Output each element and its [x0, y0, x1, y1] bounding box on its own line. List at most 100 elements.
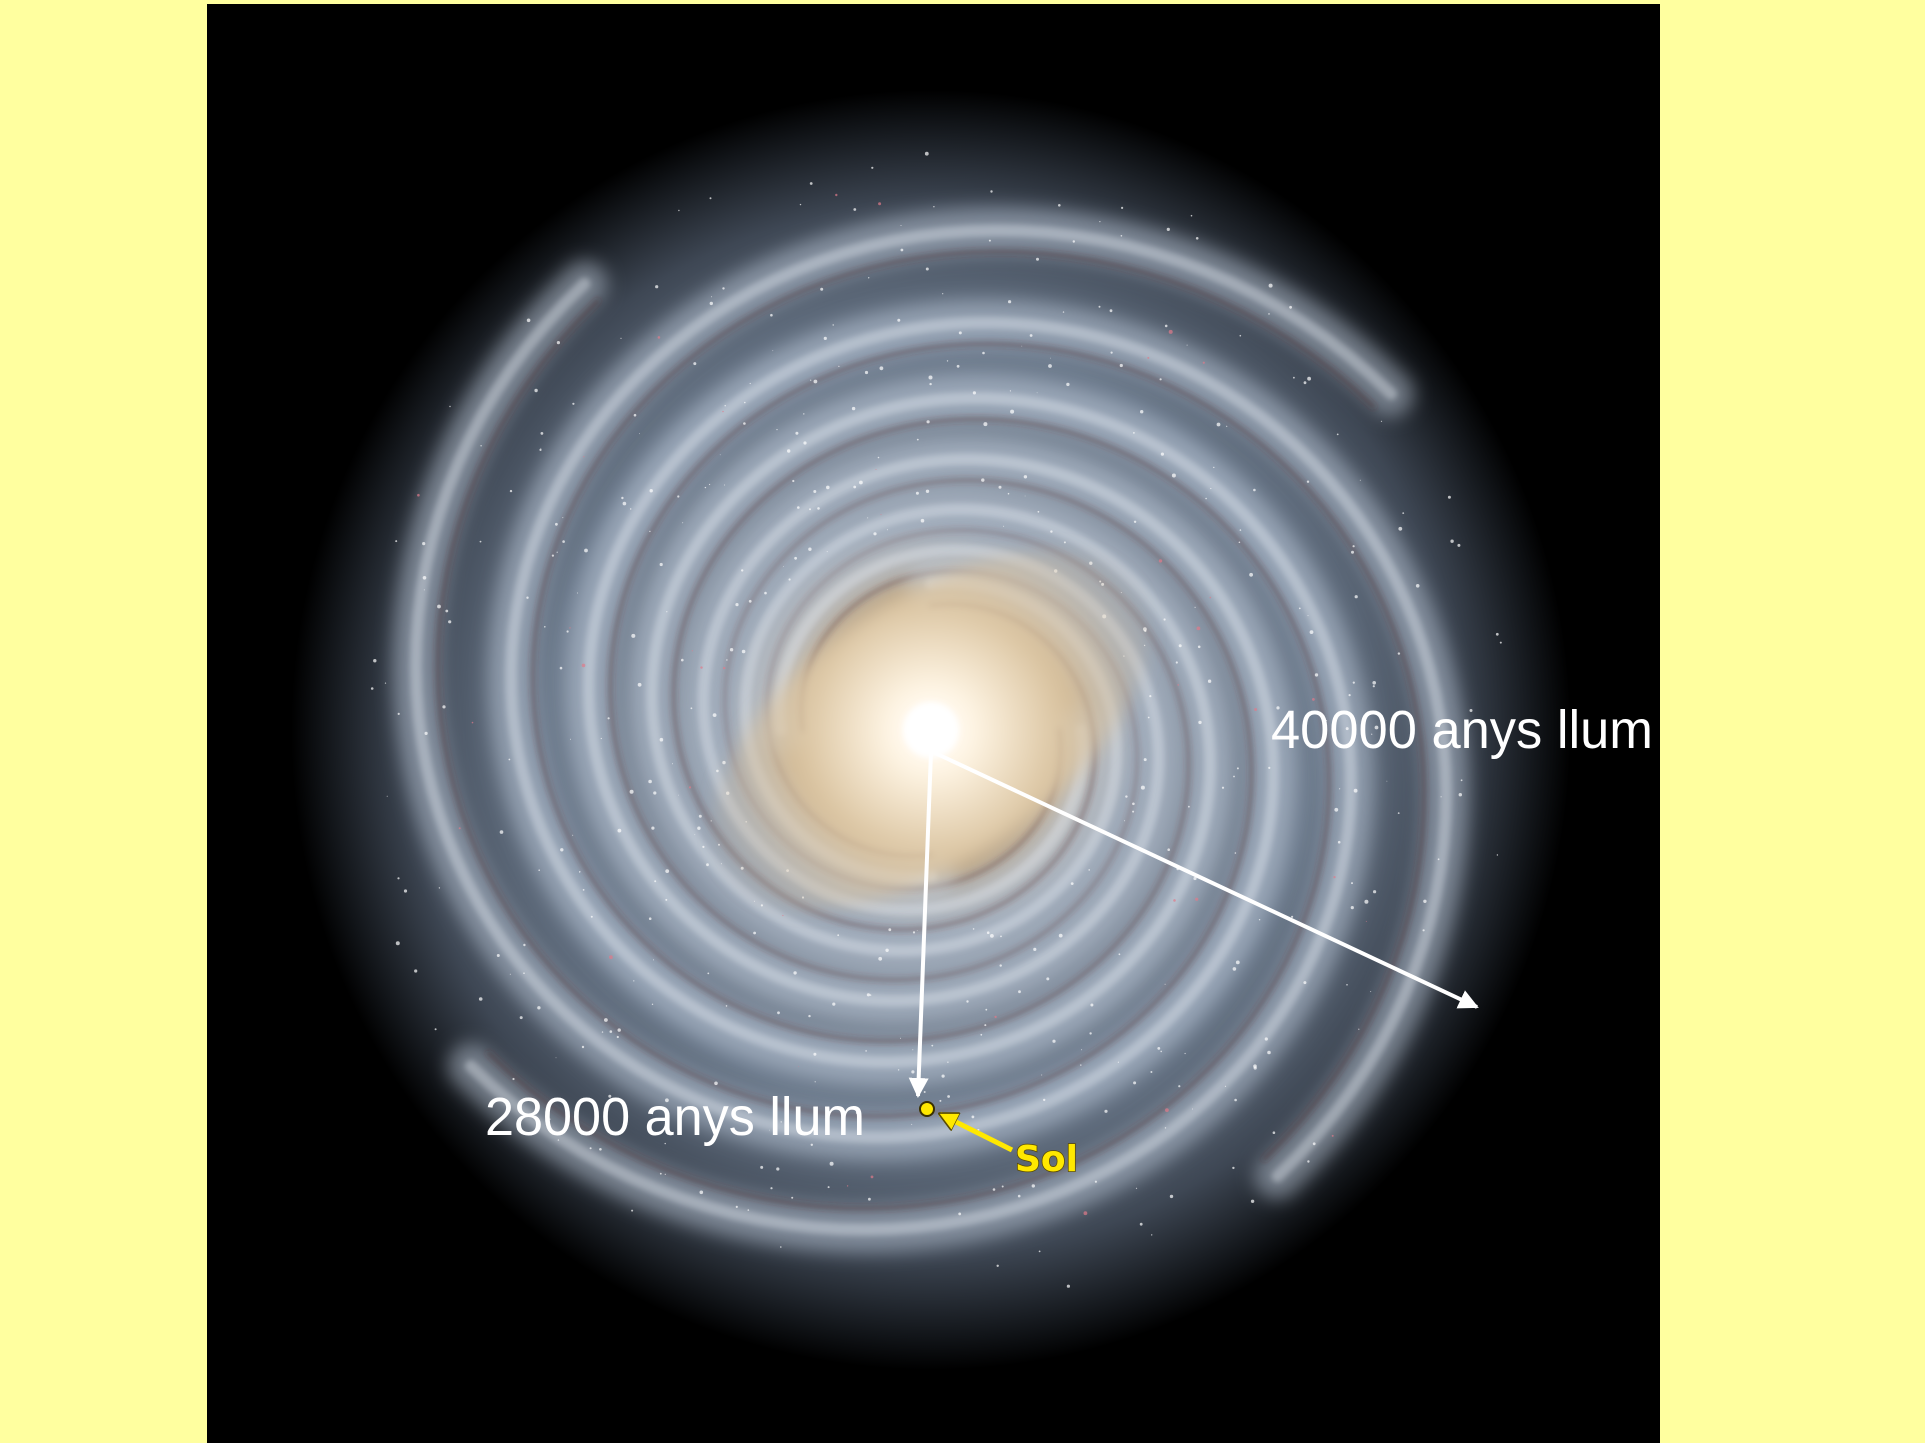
star [1254, 1066, 1257, 1069]
star [1398, 652, 1400, 654]
star [665, 899, 667, 901]
star [798, 1066, 799, 1067]
star [901, 249, 904, 252]
star [1170, 1195, 1173, 1198]
star [867, 517, 868, 518]
star [538, 869, 540, 871]
star [653, 791, 656, 794]
star [852, 407, 855, 410]
star [459, 827, 461, 829]
star [660, 1173, 662, 1175]
star [651, 827, 654, 830]
star [1018, 990, 1021, 993]
star [1167, 848, 1170, 851]
star [1497, 854, 1498, 855]
star [414, 969, 417, 972]
star [1360, 480, 1361, 481]
star [618, 1028, 621, 1031]
star [792, 480, 794, 482]
star [820, 288, 823, 291]
star [716, 770, 719, 773]
star [534, 389, 537, 392]
star [692, 650, 693, 651]
star [885, 949, 888, 952]
star [1030, 334, 1033, 337]
star [748, 1209, 750, 1211]
star [917, 930, 918, 931]
star [736, 1206, 738, 1208]
star [901, 225, 902, 226]
star [830, 1162, 834, 1166]
star [650, 489, 653, 492]
slide: 40000 anys llum 28000 anys llum Sol [0, 0, 1925, 1443]
star [697, 827, 700, 830]
star [435, 1028, 437, 1030]
star [582, 664, 586, 668]
star [1134, 521, 1136, 523]
star [760, 1166, 763, 1169]
star [912, 1049, 913, 1050]
star [1125, 795, 1127, 797]
star [897, 319, 900, 322]
star [1195, 607, 1196, 608]
star [1064, 541, 1066, 543]
star [649, 917, 652, 920]
star [832, 1003, 835, 1006]
star [1025, 496, 1026, 497]
star [1217, 423, 1221, 427]
star [770, 1187, 772, 1189]
star [1253, 489, 1256, 492]
star [660, 563, 663, 566]
star [1046, 977, 1049, 980]
star [1339, 788, 1340, 789]
star [878, 457, 880, 459]
star [724, 485, 725, 486]
star [510, 974, 511, 975]
star [982, 352, 985, 355]
star [1226, 426, 1227, 427]
star [544, 626, 546, 628]
star [1349, 694, 1351, 696]
star [1058, 204, 1061, 207]
star [567, 630, 569, 632]
star [993, 1188, 996, 1191]
star [1441, 796, 1442, 797]
star [722, 761, 725, 764]
star [1165, 1108, 1169, 1112]
star [1048, 364, 1052, 368]
star [557, 552, 558, 553]
star [735, 603, 738, 606]
star [562, 517, 563, 518]
star [385, 683, 386, 684]
star [810, 182, 813, 185]
star [1167, 228, 1170, 231]
star [803, 413, 804, 414]
star [1303, 981, 1306, 984]
star [424, 589, 425, 590]
star [722, 287, 724, 289]
star [984, 1024, 986, 1026]
star [1210, 597, 1212, 599]
star [913, 931, 915, 933]
star [838, 366, 839, 367]
star [1187, 345, 1188, 346]
star [770, 314, 773, 317]
star [828, 1186, 830, 1188]
star [947, 1062, 948, 1063]
star [579, 871, 580, 872]
star [1197, 627, 1201, 631]
star [1254, 708, 1257, 711]
star [1208, 680, 1211, 683]
star [1071, 882, 1074, 885]
star [994, 1016, 996, 1018]
star [916, 492, 919, 495]
star [1213, 467, 1214, 468]
star [560, 848, 563, 851]
star [1165, 984, 1166, 985]
star [876, 469, 877, 470]
star [898, 1069, 899, 1070]
star [1354, 789, 1358, 793]
star [572, 403, 574, 405]
star [472, 722, 474, 724]
star [1310, 630, 1314, 634]
